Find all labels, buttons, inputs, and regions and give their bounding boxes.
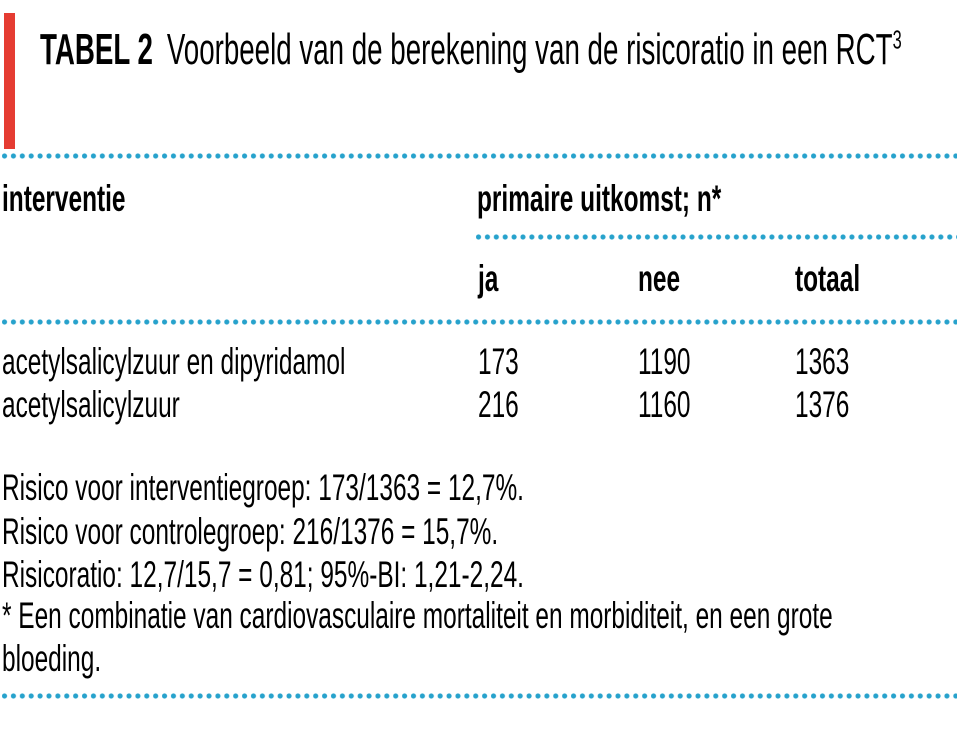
table-caption: Voorbeeld van de berekening van de risic… — [166, 25, 893, 74]
row-label: acetylsalicylzuur en dipyridamol — [2, 341, 346, 382]
row-label: acetylsalicylzuur — [2, 384, 180, 425]
footnote-line-1: * Een combinatie van cardiovasculaire mo… — [2, 595, 833, 636]
cell-ja: 216 — [478, 384, 519, 425]
cell-totaal: 1363 — [795, 341, 850, 382]
cell-nee: 1190 — [638, 341, 691, 382]
divider-dotted-subcolumns — [476, 234, 957, 240]
note-risk-control: Risico voor controlegroep: 216/1376 = 15… — [2, 511, 499, 552]
divider-dotted-header — [2, 319, 957, 325]
column-header-interventie: interventie — [2, 178, 126, 219]
footnote-line-2: bloeding. — [2, 638, 102, 679]
table-number-label: TABEL 2 — [40, 25, 153, 74]
divider-dotted-top — [2, 153, 957, 159]
reference-superscript: 3 — [892, 24, 902, 55]
column-group-header-primaire-uitkomst: primaire uitkomst; n* — [477, 178, 722, 219]
table-title: TABEL 2 Voorbeeld van de berekening van d… — [40, 25, 902, 74]
red-accent-bar — [4, 13, 15, 149]
subheader-ja: ja — [478, 258, 499, 299]
cell-nee: 1160 — [638, 384, 691, 425]
subheader-nee: nee — [638, 258, 681, 299]
subheader-totaal: totaal — [795, 258, 861, 299]
note-risk-ratio: Risicoratio: 12,7/15,7 = 0,81; 95%-BI: 1… — [2, 554, 524, 595]
divider-dotted-bottom — [2, 693, 957, 699]
note-risk-intervention: Risico voor interventiegroep: 173/1363 =… — [2, 467, 524, 508]
cell-ja: 173 — [478, 341, 519, 382]
cell-totaal: 1376 — [795, 384, 850, 425]
